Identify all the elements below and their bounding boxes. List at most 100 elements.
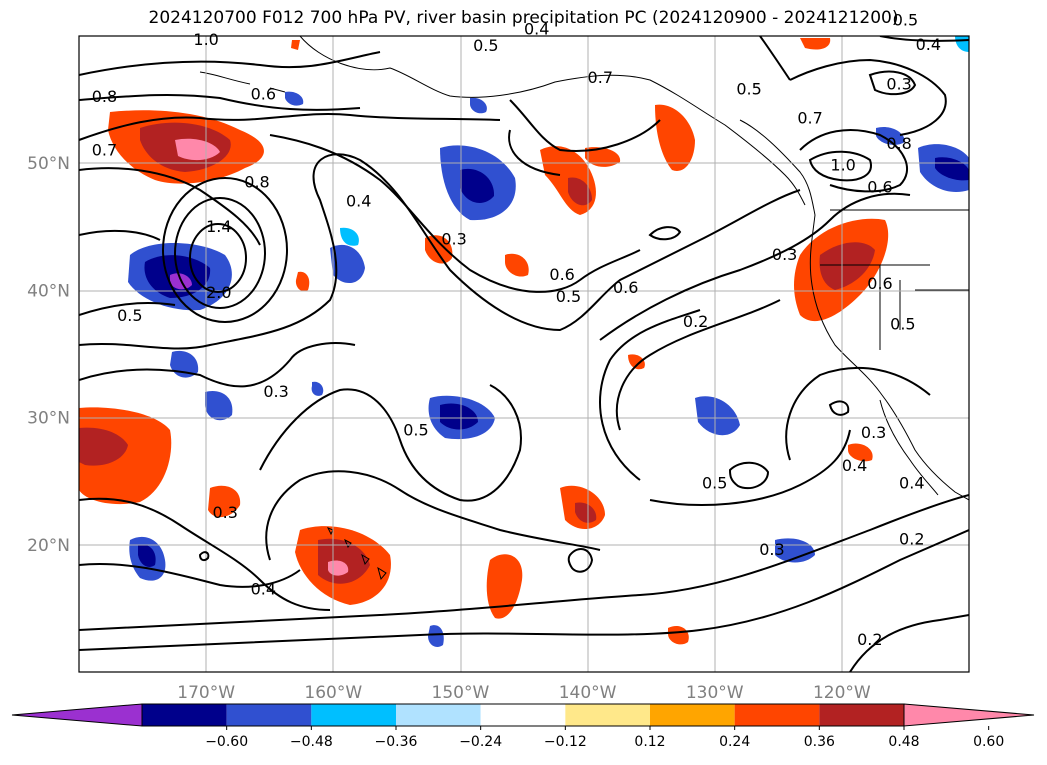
contour-value-label: 0.4: [251, 579, 276, 598]
map-title: 2024120700 F012 700 hPa PV, river basin …: [148, 8, 899, 28]
contour-line: [808, 150, 872, 182]
lon-tick-label: 140°W: [559, 683, 617, 703]
contour-value-label: 0.5: [890, 315, 915, 334]
contour-line: [79, 153, 801, 350]
contour-line: [648, 226, 682, 241]
lon-tick-label: 150°W: [432, 683, 490, 703]
contour-value-label: 0.4: [916, 35, 941, 54]
shade-blob: [470, 97, 487, 114]
contour-value-label: 0.5: [403, 420, 428, 439]
contour-value-label: 0.7: [92, 140, 117, 159]
pv-contours: [79, 36, 969, 672]
colorbar-tick-label: 0.24: [719, 734, 750, 750]
colorbar: [11, 703, 1035, 727]
contour-line: [79, 51, 381, 76]
coastline-alaska: [299, 36, 806, 206]
shade-blob: [330, 244, 365, 284]
shade-blob: [79, 427, 128, 466]
contour-line: [79, 494, 969, 631]
contour-line: [79, 167, 261, 246]
state-borders: [820, 209, 969, 350]
coastline-bc: [739, 119, 816, 216]
contour-line: [785, 366, 931, 461]
contour-value-label: 0.8: [92, 87, 117, 106]
contour-line: [599, 192, 911, 341]
contour-line: [649, 429, 851, 506]
lat-tick-label: 50°N: [27, 154, 70, 174]
shade-blob: [505, 253, 529, 277]
contour-line: [259, 384, 522, 502]
colorbar-segment: [734, 704, 820, 726]
contour-value-label: 0.3: [886, 74, 911, 93]
lon-tick-label: 120°W: [813, 683, 871, 703]
latitude-labels: 20°N 30°N 40°N 50°N: [27, 154, 70, 556]
contour-value-label: 0.2: [899, 530, 924, 549]
contour-value-label: 0.5: [556, 287, 581, 306]
contour-value-label: 1.0: [830, 156, 855, 175]
contour-line: [269, 134, 641, 293]
colorbar-segment: [480, 704, 566, 726]
contour-value-label: 0.6: [613, 278, 638, 297]
contour-value-label: 1.4: [206, 217, 231, 236]
shade-blob: [568, 177, 592, 206]
shade-blob: [311, 381, 324, 396]
contour-line: [759, 36, 791, 81]
shade-blob: [340, 227, 359, 246]
contour-value-label: 0.8: [244, 172, 269, 191]
colorbar-segment: [819, 704, 904, 726]
shade-blob: [440, 403, 478, 430]
contour-line: [879, 36, 969, 42]
shade-blob: [291, 40, 300, 50]
contour-line: [868, 70, 917, 96]
shade-blob: [800, 38, 831, 50]
shade-blob: [668, 625, 689, 645]
colorbar-ticks: −0.60 −0.48 −0.36 −0.24 −0.12 0.12 0.24 0.36 0.4…: [205, 726, 1004, 750]
contour-line: [79, 93, 361, 111]
map-frame: [78, 35, 970, 673]
colorbar-tick-label: −0.60: [205, 734, 248, 750]
shade-blob: [695, 396, 740, 436]
contour-line: [567, 548, 594, 573]
colorbar-segment: [142, 704, 227, 726]
contour-line: [162, 177, 288, 323]
gridlines: [79, 36, 969, 672]
shade-blob: [295, 271, 310, 292]
contour-value-label: 0.2: [857, 630, 882, 649]
lat-tick-label: 30°N: [27, 409, 70, 429]
colorbar-outline: [141, 703, 905, 727]
contour-line: [79, 563, 301, 588]
contour-value-label: 0.5: [473, 36, 498, 55]
colorbar-segment: [565, 704, 650, 726]
colorbar-tick-label: 0.36: [804, 734, 835, 750]
shade-blob: [876, 126, 905, 145]
contour-value-label: 0.8: [886, 134, 911, 153]
shade-blob: [655, 104, 695, 171]
contour-value-label: 0.3: [759, 540, 784, 559]
contour-line: [509, 99, 661, 152]
lon-tick-label: 160°W: [304, 683, 362, 703]
contour-value-label: 0.7: [588, 68, 613, 87]
lat-tick-label: 40°N: [27, 281, 70, 301]
contour-value-label: 1.0: [193, 30, 218, 49]
shade-blob: [208, 485, 241, 518]
shade-blob: [205, 390, 233, 421]
colorbar-tick-label: −0.48: [290, 734, 333, 750]
contour-line: [79, 302, 176, 316]
contour-line: [79, 529, 969, 651]
colorbar-segment: [396, 704, 481, 726]
contour-value-label: 0.4: [842, 456, 867, 475]
shade-blob: [486, 554, 523, 619]
contour-value-label: 0.3: [772, 245, 797, 264]
colorbar-segment: [226, 704, 312, 726]
shade-blob: [428, 625, 444, 647]
contour-line: [198, 551, 210, 562]
longitude-labels: 170°W 160°W 150°W 140°W 130°W 120°W: [177, 683, 871, 703]
contour-value-label: 0.6: [867, 274, 892, 293]
contour-line: [789, 58, 947, 136]
contour-line: [265, 470, 601, 561]
shade-blob: [285, 91, 304, 106]
lon-tick-label: 130°W: [686, 683, 744, 703]
colorbar-segment: [311, 704, 396, 726]
contour-value-label: 0.5: [702, 474, 727, 493]
contour-line: [828, 400, 850, 416]
